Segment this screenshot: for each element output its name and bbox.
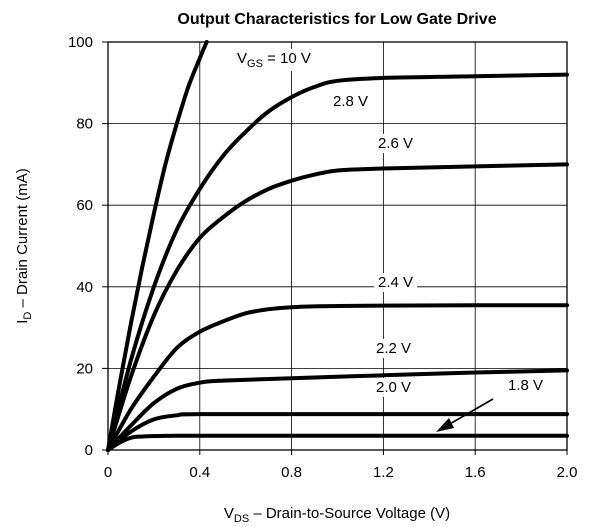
x-tick-label: 0.8 xyxy=(281,464,302,481)
tick-labels: 0 0.4 0.8 1.2 1.6 2.0 0 20 40 60 80 100 xyxy=(68,34,577,481)
y-tick-label: 80 xyxy=(76,116,93,133)
chart-title: Output Characteristics for Low Gate Driv… xyxy=(177,11,496,28)
series-label-bg xyxy=(329,92,373,111)
series-label: VGS = 10 V xyxy=(237,50,311,70)
curve-2-6-v xyxy=(106,162,569,452)
y-tick-label: 100 xyxy=(68,34,93,51)
y-tick-label: 0 xyxy=(85,442,93,459)
series-label-bg xyxy=(504,376,548,395)
series-label: 1.8 V xyxy=(508,377,543,394)
curve-1-8-v xyxy=(106,433,569,452)
x-tick-label: 1.6 xyxy=(465,464,486,481)
series-label-bg xyxy=(374,273,418,292)
series-label: 2.6 V xyxy=(378,135,413,152)
series-label-bg xyxy=(374,134,418,153)
x-tick-label: 0.4 xyxy=(189,464,210,481)
y-tick-label: 60 xyxy=(76,197,93,214)
curve-2-2-v xyxy=(106,368,569,452)
grid xyxy=(108,42,567,450)
x-tick-label: 0 xyxy=(104,464,112,481)
series-label-bg xyxy=(233,49,315,71)
series-label-bg xyxy=(372,339,416,358)
series-label: 2.2 V xyxy=(376,340,411,357)
curves xyxy=(106,40,569,452)
series-label: 2.4 V xyxy=(378,274,413,291)
y-tick-label: 20 xyxy=(76,360,93,377)
series-labels: VGS = 10 V 2.8 V 2.6 V 2.4 V 2.2 V 2.0 V 1.8 V xyxy=(233,49,548,397)
y-axis-title: ID – Drain Current (mA) xyxy=(14,168,34,324)
x-axis-title: VDS – Drain-to-Source Voltage (V) xyxy=(224,505,450,525)
x-tick-label: 1.2 xyxy=(373,464,394,481)
curve-2-4-v xyxy=(106,303,569,452)
series-label-bg xyxy=(372,378,416,397)
curve-2-0-v xyxy=(106,412,569,452)
x-tick-label: 2.0 xyxy=(557,464,578,481)
curve-v-gs-10-v xyxy=(106,40,209,452)
curve-2-8-v xyxy=(106,72,569,452)
arrow-1-8v xyxy=(436,398,494,432)
series-label: 2.0 V xyxy=(376,379,411,396)
y-tick-label: 40 xyxy=(76,279,93,296)
series-label: 2.8 V xyxy=(333,93,368,110)
plot-frame xyxy=(107,41,568,451)
